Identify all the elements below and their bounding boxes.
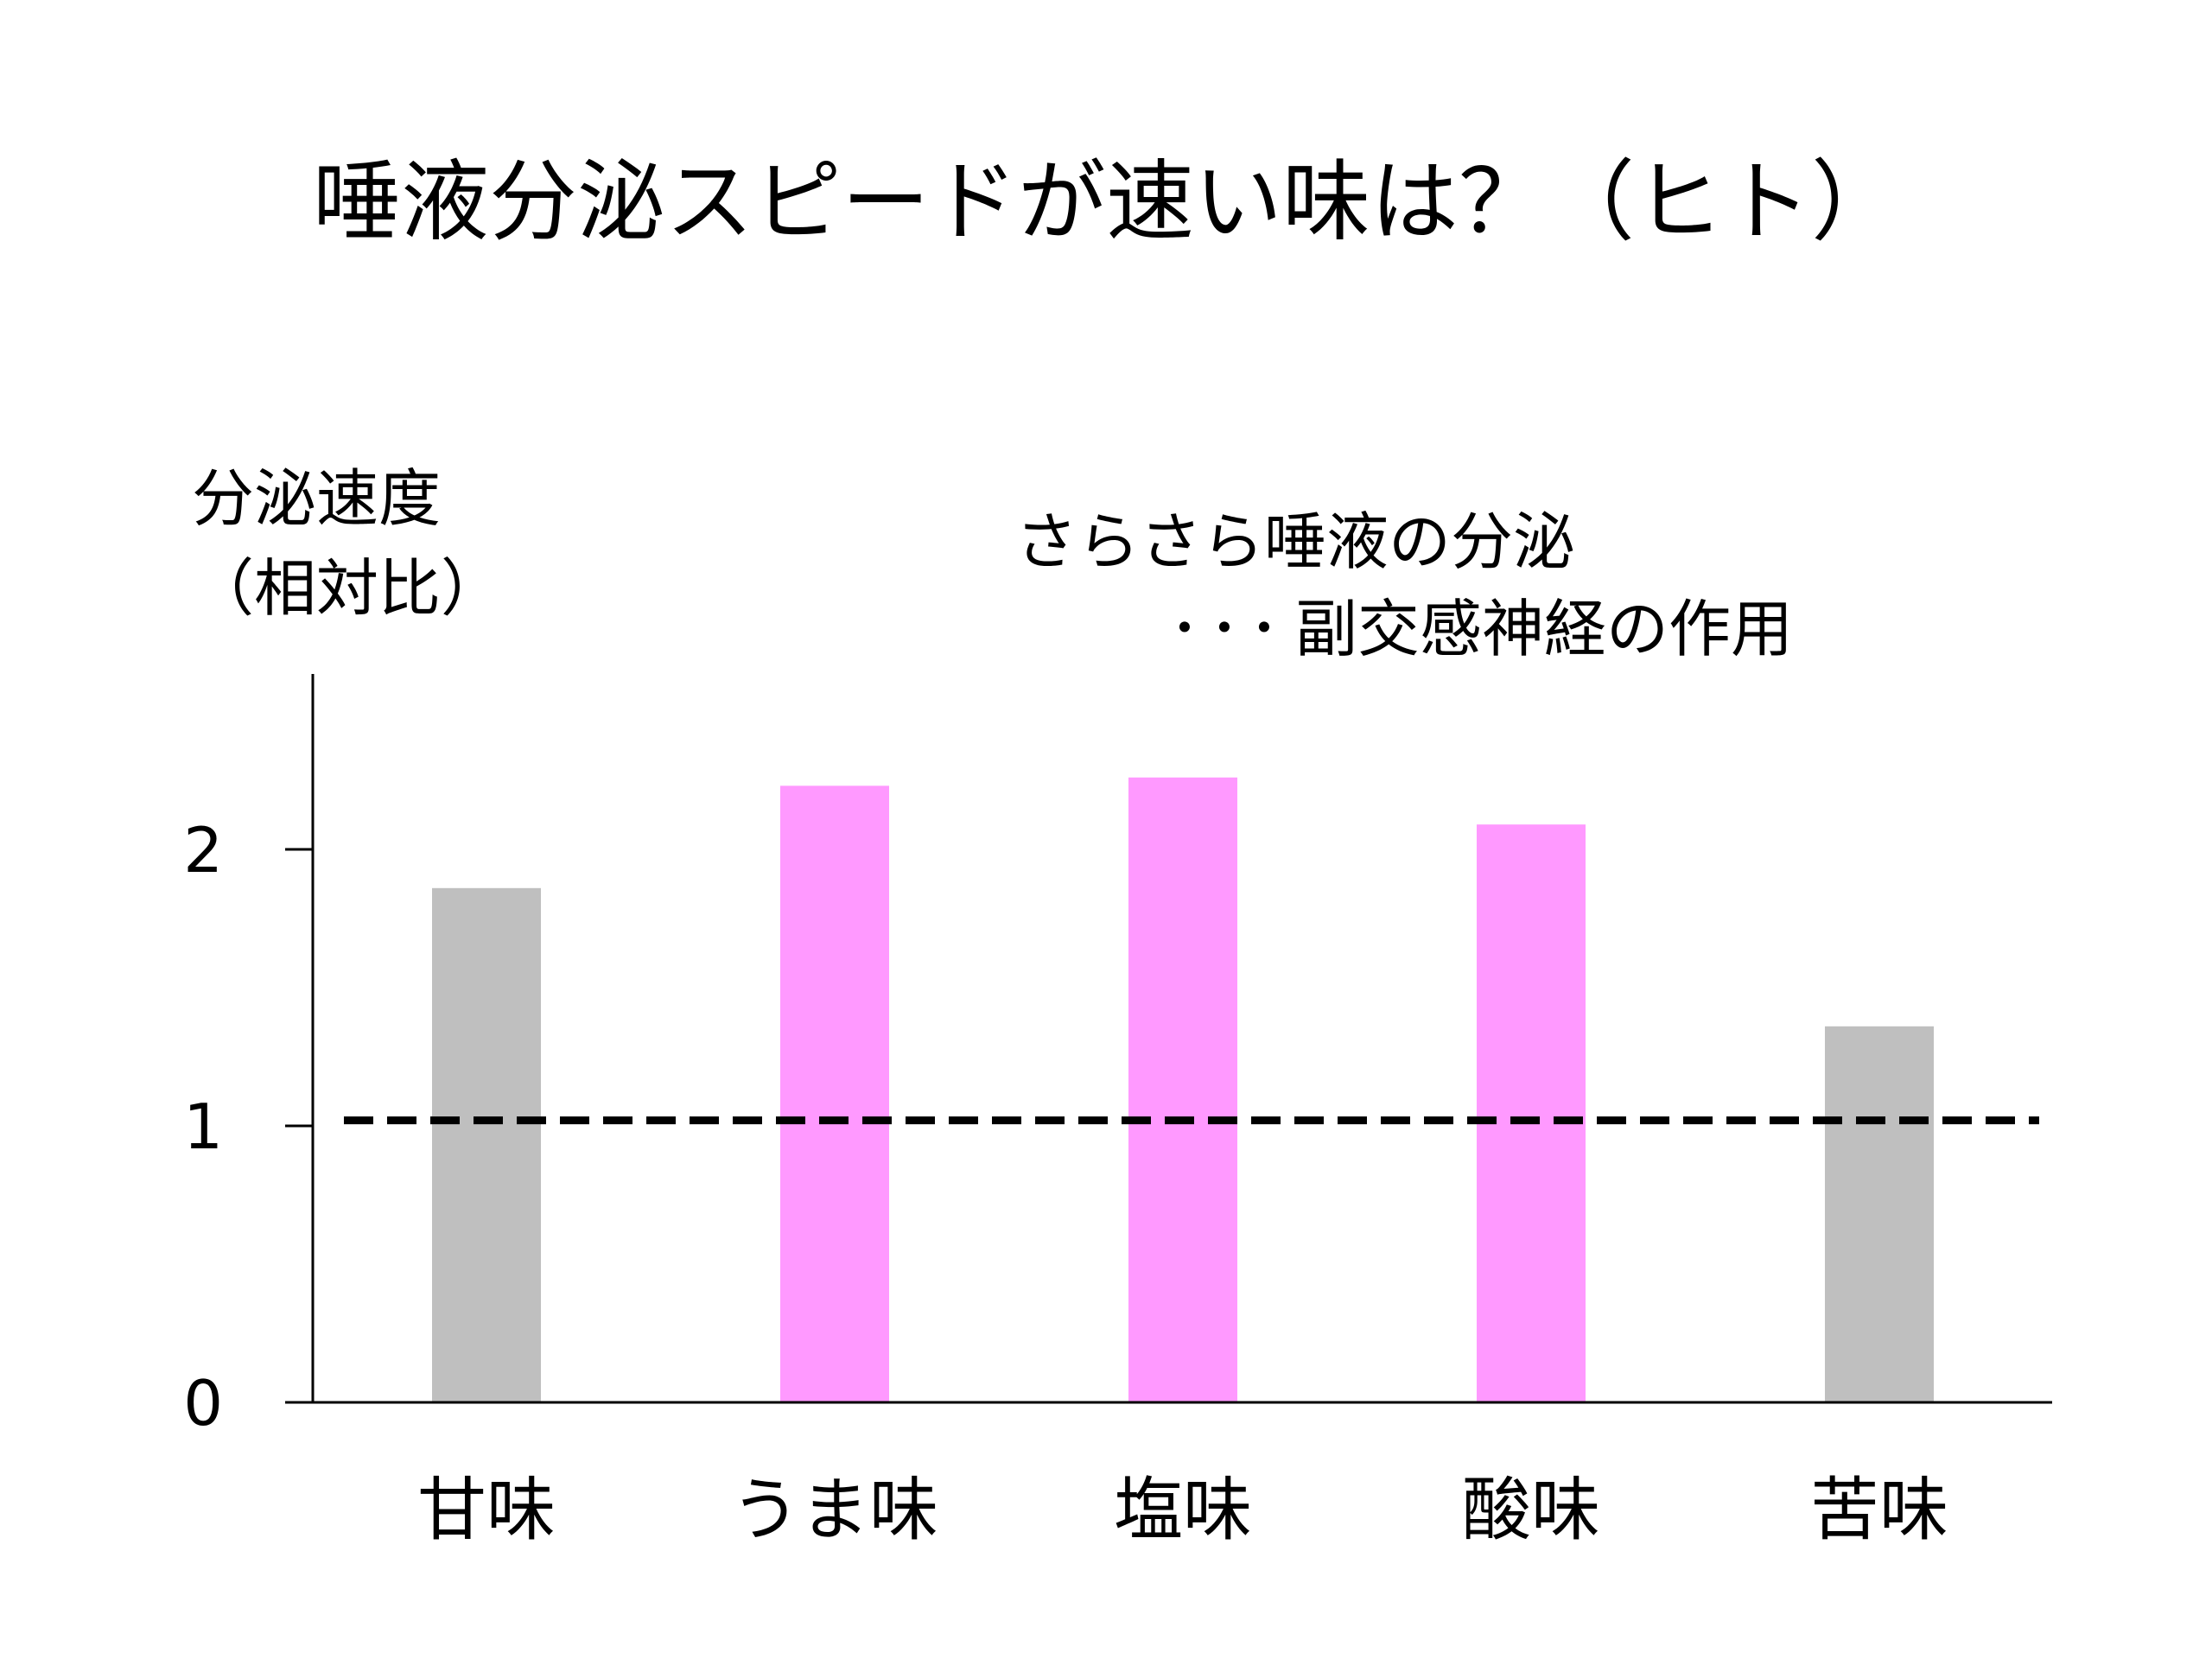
y-tick-label-2: 2	[183, 814, 223, 887]
bar-3	[1128, 777, 1237, 1402]
bar-4	[1477, 824, 1586, 1402]
y-axis-label-line-1: 分泌速度	[192, 462, 442, 535]
y-axis-label-line-2: （相対比）	[192, 552, 504, 625]
bar-5	[1825, 1026, 1934, 1402]
category-label-4: 酸味	[1462, 1470, 1600, 1550]
category-label-5: 苦味	[1810, 1470, 1948, 1550]
category-label-2: うま味	[731, 1470, 938, 1550]
annotation-line-2-text: 副交感神経の作用	[1295, 593, 1794, 665]
y-tick-label-1: 1	[183, 1090, 223, 1163]
y-axis-label: 分泌速度 （相対比）	[192, 454, 503, 633]
bar-2	[780, 785, 889, 1402]
annotation-line-1: さらさら唾液の分泌	[1015, 505, 1576, 578]
annotation-line-2: ･･･ 副交感神経の作用	[1169, 584, 1793, 674]
annotation-dots: ･･･	[1169, 593, 1289, 665]
y-tick-label-0: 0	[183, 1367, 223, 1440]
category-label-3: 塩味	[1114, 1470, 1252, 1550]
bar-1	[432, 887, 541, 1402]
chart-title: 唾液分泌スピードが速い味は？（ヒト）	[313, 151, 1899, 254]
category-label-1: 甘味	[417, 1470, 556, 1550]
